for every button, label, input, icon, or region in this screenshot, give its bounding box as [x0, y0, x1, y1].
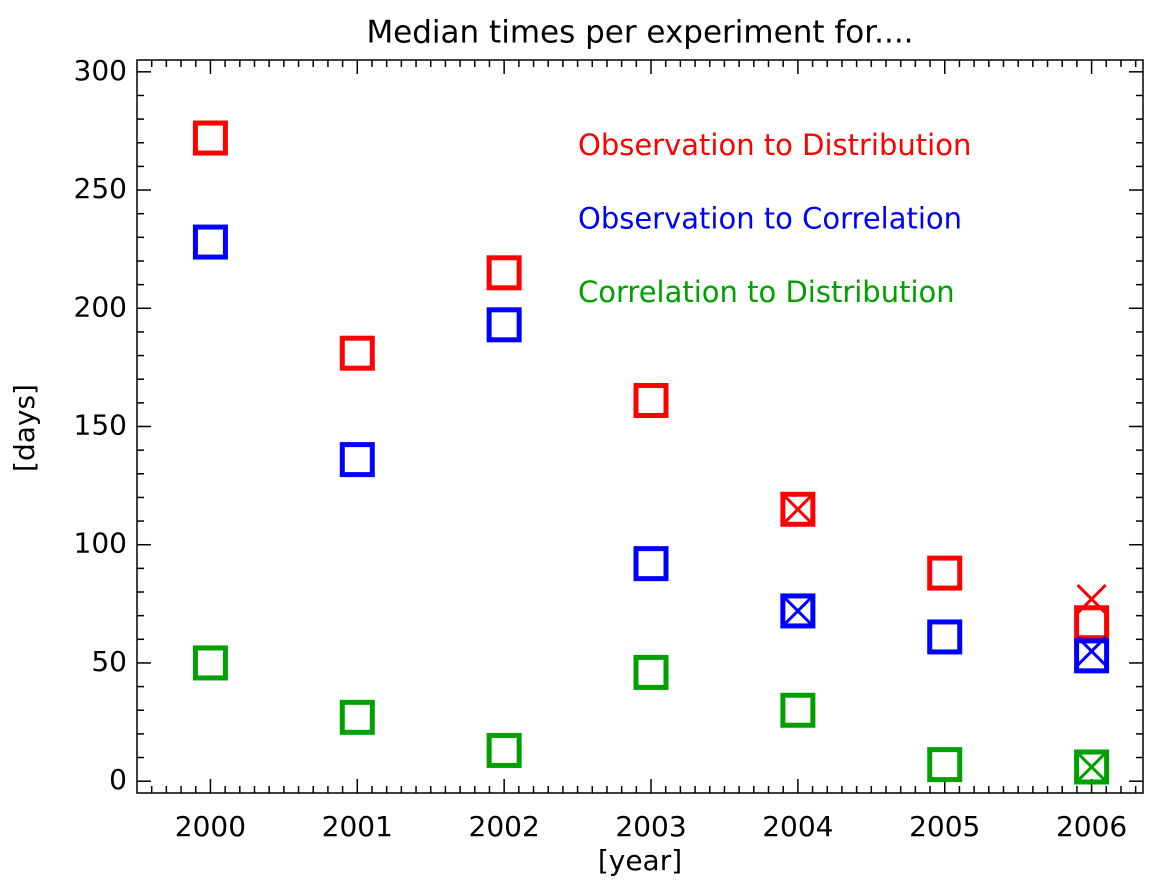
square-marker	[633, 546, 669, 582]
square-marker	[927, 747, 963, 783]
square-marker	[192, 120, 228, 156]
y-tick-label: 300	[74, 54, 127, 87]
square-marker	[780, 491, 816, 527]
square-marker	[780, 692, 816, 728]
y-tick-label: 50	[91, 645, 127, 678]
square-marker	[192, 645, 228, 681]
legend-entry: Observation to Distribution	[578, 128, 971, 162]
cross-marker	[782, 494, 813, 525]
square-marker	[192, 224, 228, 260]
square-marker	[486, 307, 522, 343]
cross-marker	[1076, 584, 1107, 615]
square-marker	[486, 255, 522, 291]
legend-entry: Correlation to Distribution	[578, 275, 955, 309]
x-tick-label: 2000	[175, 810, 246, 843]
x-axis-label: [year]	[598, 844, 682, 877]
square-marker	[1074, 749, 1110, 785]
y-tick-label: 250	[74, 172, 127, 205]
y-tick-label: 0	[109, 763, 127, 796]
cross-marker	[1076, 636, 1107, 667]
square-marker	[339, 442, 375, 478]
y-tick-label: 100	[74, 527, 127, 560]
plot-frame	[136, 59, 1144, 794]
y-tick-label: 150	[74, 409, 127, 442]
square-marker	[633, 382, 669, 418]
square-marker	[927, 555, 963, 591]
x-tick-label: 2001	[322, 810, 393, 843]
x-tick-label: 2004	[762, 810, 833, 843]
square-marker	[339, 699, 375, 735]
cross-marker	[1076, 751, 1107, 783]
square-marker	[1074, 605, 1110, 641]
square-marker	[486, 732, 522, 768]
square-marker	[780, 593, 816, 629]
square-marker	[927, 619, 963, 655]
cross-marker	[782, 595, 813, 626]
x-tick-label: 2005	[909, 810, 980, 843]
x-tick-label: 2006	[1056, 810, 1127, 843]
chart-title: Median times per experiment for....	[366, 15, 913, 51]
x-tick-label: 2002	[469, 810, 540, 843]
square-marker	[339, 335, 375, 371]
x-tick-label: 2003	[615, 810, 686, 843]
y-axis-label: [days]	[8, 384, 41, 472]
square-marker	[633, 654, 669, 690]
square-marker	[1074, 638, 1110, 674]
legend-entry: Observation to Correlation	[578, 202, 962, 236]
y-tick-label: 200	[74, 290, 127, 323]
